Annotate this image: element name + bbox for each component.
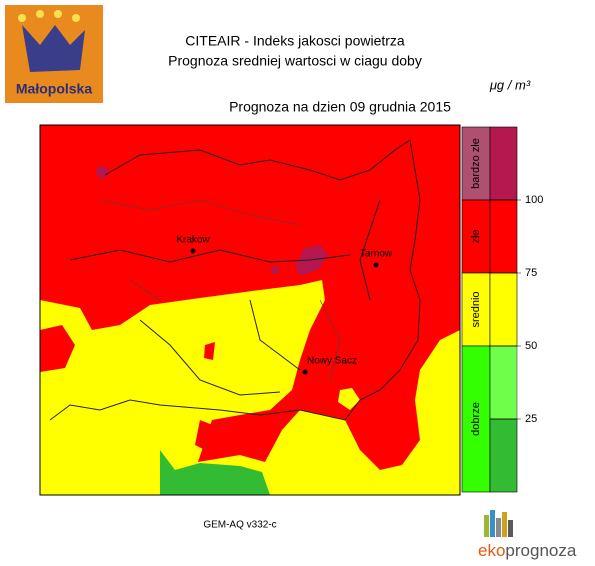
city-dot bbox=[302, 369, 308, 375]
logo-text: Małopolska bbox=[16, 81, 92, 97]
legend-shade bbox=[489, 126, 518, 201]
zone-poor bbox=[204, 342, 215, 360]
zone-good bbox=[160, 450, 270, 495]
city-label: Krakow bbox=[176, 235, 210, 246]
subtitle: Prognoza sredniej wartosci w ciagu doby bbox=[168, 53, 422, 69]
city-label: Tarnow bbox=[360, 249, 393, 260]
date-line: Prognoza na dzien 09 grudnia 2015 bbox=[229, 99, 451, 115]
city-dot bbox=[373, 262, 379, 268]
legend-tick-label: 25 bbox=[525, 413, 537, 425]
legend-band bbox=[461, 199, 491, 274]
brand-suffix: prognoza bbox=[505, 541, 576, 560]
legend-tick-label: 100 bbox=[525, 194, 543, 206]
brand-bar bbox=[502, 512, 507, 537]
legend-band-label: złe bbox=[470, 229, 482, 243]
zone-poor bbox=[40, 325, 75, 372]
logo-dot bbox=[54, 10, 62, 18]
district-border bbox=[99, 199, 341, 381]
title: CITEAIR - Indeks jakosci powietrza bbox=[185, 33, 405, 49]
legend-band-label: bardzo złe bbox=[470, 138, 482, 189]
legend: bardzo złe złe srednio dobrze 25 50 75 100 bbox=[461, 126, 543, 493]
map: Krakow Tarnow Nowy Sacz bbox=[39, 124, 461, 496]
legend-band bbox=[461, 272, 491, 347]
zone-very-poor bbox=[96, 166, 108, 178]
legend-tick-label: 50 bbox=[525, 340, 537, 352]
legend-shade bbox=[489, 418, 518, 493]
map-frame bbox=[39, 124, 461, 496]
zone-very-poor bbox=[295, 245, 328, 276]
legend-band-label: dobrze bbox=[470, 402, 482, 436]
brand-prefix: eko bbox=[478, 541, 505, 560]
legend-shade bbox=[489, 272, 518, 347]
logo-dot bbox=[18, 14, 26, 22]
brand-bar bbox=[484, 515, 489, 537]
logo-shape bbox=[22, 25, 85, 72]
brand-bar bbox=[508, 520, 513, 537]
model-label: GEM-AQ v332-c bbox=[203, 520, 276, 531]
brand-bar bbox=[490, 510, 495, 537]
logo-dot bbox=[36, 10, 44, 18]
brand-bar bbox=[496, 518, 501, 537]
legend-shade bbox=[489, 199, 518, 274]
border bbox=[49, 139, 421, 421]
logo-dot bbox=[72, 14, 80, 22]
city-dot bbox=[190, 248, 196, 254]
unit: μg / m³ bbox=[489, 77, 531, 92]
legend-band-label: srednio bbox=[470, 291, 482, 327]
brand: ekoprognoza bbox=[478, 541, 577, 560]
zone-moderate bbox=[338, 388, 360, 410]
zone-very-poor bbox=[271, 266, 279, 274]
legend-band bbox=[461, 345, 491, 493]
city-label: Nowy Sacz bbox=[307, 356, 357, 367]
zone-moderate bbox=[40, 280, 460, 495]
legend-shade bbox=[489, 345, 518, 420]
legend-tick-label: 75 bbox=[525, 267, 537, 279]
zone-poor bbox=[195, 420, 235, 455]
